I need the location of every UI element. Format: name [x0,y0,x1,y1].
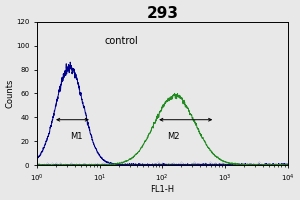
Title: 293: 293 [146,6,178,21]
Text: M2: M2 [167,132,180,141]
Text: control: control [105,36,138,46]
X-axis label: FL1-H: FL1-H [150,185,174,194]
Text: M1: M1 [70,132,82,141]
Y-axis label: Counts: Counts [6,79,15,108]
